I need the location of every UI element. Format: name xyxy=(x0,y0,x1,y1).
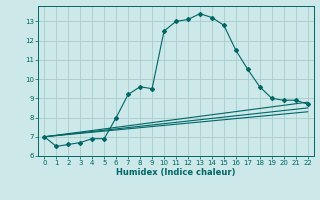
X-axis label: Humidex (Indice chaleur): Humidex (Indice chaleur) xyxy=(116,168,236,177)
